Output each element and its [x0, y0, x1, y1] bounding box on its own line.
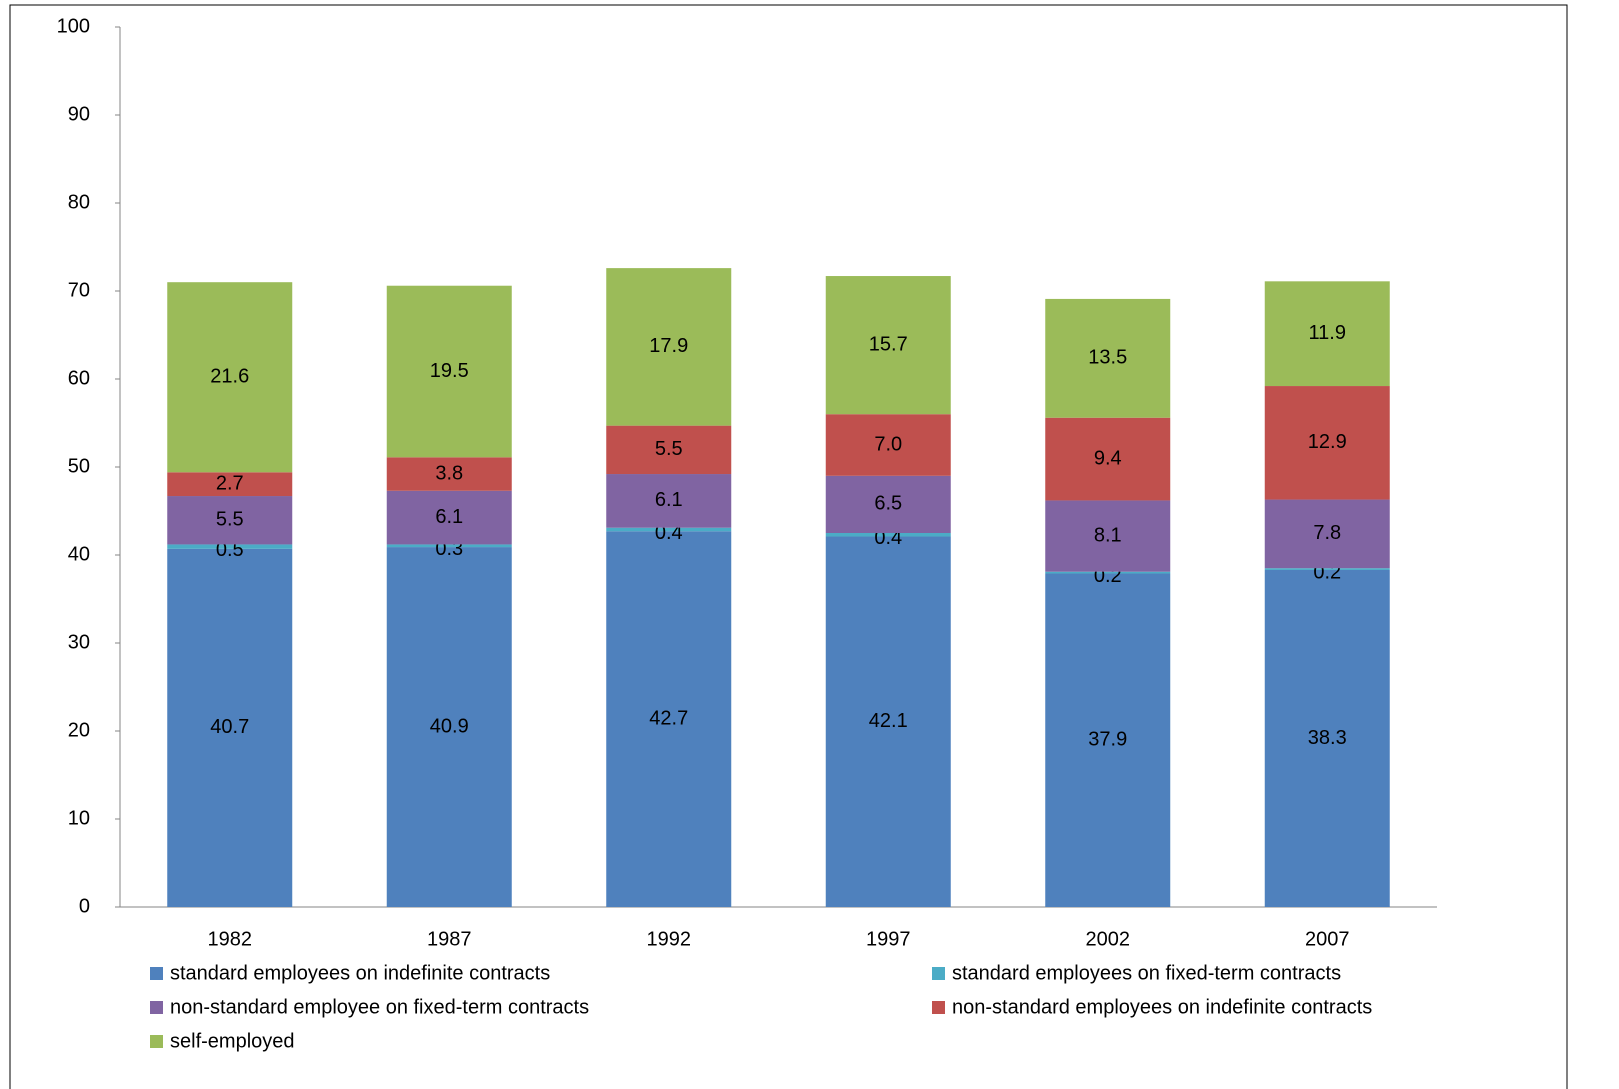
y-tick-label: 0	[79, 895, 90, 917]
bar-segment	[386, 285, 512, 458]
legend-label: self-employed	[170, 1030, 295, 1052]
bar-segment	[825, 536, 951, 907]
bar-segment	[1045, 417, 1171, 501]
bar-segment	[825, 276, 951, 415]
bar-segment	[167, 548, 293, 907]
x-tick-label: 1987	[427, 928, 472, 950]
data-label: 17.9	[649, 335, 688, 357]
bar-segment	[386, 457, 512, 491]
data-label: 40.7	[210, 716, 249, 738]
bar-segment	[606, 425, 732, 475]
legend-swatch	[150, 1035, 163, 1048]
x-tick-label: 1992	[647, 928, 692, 950]
legend-label: standard employees on indefinite contrac…	[170, 962, 550, 984]
bar-segment	[825, 475, 951, 533]
data-label: 21.6	[210, 366, 249, 388]
data-label: 6.5	[874, 493, 902, 515]
data-label: 8.1	[1094, 524, 1122, 546]
bar-segment	[167, 544, 293, 549]
chart-frame	[9, 4, 1568, 1089]
bar-segment	[825, 414, 951, 476]
data-label: 13.5	[1088, 347, 1127, 369]
bar-segment	[167, 282, 293, 473]
legend-swatch	[150, 1001, 163, 1014]
y-tick-label: 30	[68, 631, 90, 653]
y-tick-label: 100	[57, 15, 90, 37]
data-label: 9.4	[1094, 447, 1122, 469]
bar-segment	[1045, 573, 1171, 907]
x-tick-label: 2002	[1086, 928, 1131, 950]
data-label: 2.7	[216, 472, 244, 494]
data-label: 7.0	[874, 433, 902, 455]
bar-segment	[606, 268, 732, 426]
data-label: 7.8	[1313, 522, 1341, 544]
legend-swatch	[932, 967, 945, 980]
data-label: 19.5	[430, 360, 469, 382]
bar-segment	[1264, 568, 1390, 570]
data-label: 6.1	[655, 489, 683, 511]
y-tick-label: 10	[68, 807, 90, 829]
bar-segment	[167, 472, 293, 497]
data-label: 42.7	[649, 707, 688, 729]
bar-segment	[1045, 500, 1171, 572]
bar-segment	[606, 531, 732, 907]
x-tick-label: 2007	[1305, 928, 1350, 950]
bar-segment	[386, 547, 512, 907]
bar-segment	[1264, 569, 1390, 907]
bar-segment	[1264, 281, 1390, 387]
data-label: 38.3	[1308, 727, 1347, 749]
data-label: 5.5	[655, 438, 683, 460]
bar-segment	[825, 533, 951, 537]
x-tick-label: 1997	[866, 928, 911, 950]
bar-segment	[1264, 499, 1390, 569]
bar-segment	[386, 490, 512, 545]
legend-swatch	[150, 967, 163, 980]
data-label: 6.1	[435, 506, 463, 528]
y-tick-label: 90	[68, 103, 90, 125]
legend-label: non-standard employee on fixed-term cont…	[170, 996, 589, 1018]
y-tick-label: 80	[68, 191, 90, 213]
bar-segment	[386, 544, 512, 548]
bar-segment	[606, 474, 732, 528]
y-tick-label: 60	[68, 367, 90, 389]
legend-swatch	[932, 1001, 945, 1014]
y-tick-label: 40	[68, 543, 90, 565]
bar-segment	[167, 496, 293, 545]
data-label: 15.7	[869, 333, 908, 355]
bar-segment	[1045, 571, 1171, 574]
y-tick-label: 70	[68, 279, 90, 301]
legend-label: non-standard employees on indefinite con…	[952, 996, 1372, 1018]
data-label: 12.9	[1308, 431, 1347, 453]
y-tick-label: 20	[68, 719, 90, 741]
data-label: 42.1	[869, 710, 908, 732]
bar-segment	[606, 527, 732, 532]
y-tick-label: 50	[68, 455, 90, 477]
data-label: 5.5	[216, 509, 244, 531]
legend-label: standard employees on fixed-term contrac…	[952, 962, 1341, 984]
data-label: 11.9	[1309, 322, 1346, 344]
data-label: 40.9	[430, 715, 469, 737]
bar-segment	[1045, 298, 1171, 418]
data-label: 37.9	[1088, 729, 1127, 751]
data-label: 3.8	[435, 462, 463, 484]
x-tick-label: 1982	[208, 928, 253, 950]
bar-segment	[1264, 386, 1390, 500]
